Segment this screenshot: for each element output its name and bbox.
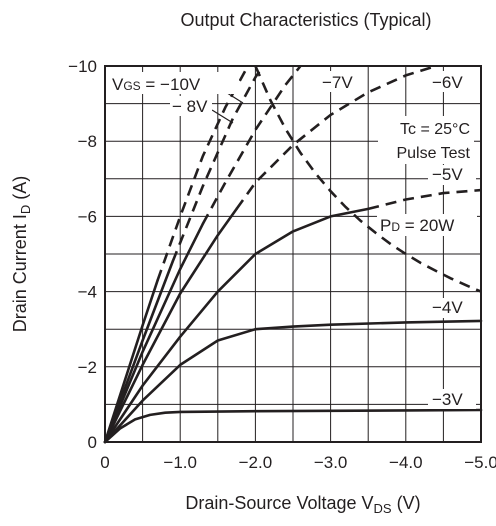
pd-value: = 20W bbox=[400, 216, 454, 235]
label-7v: −7V bbox=[320, 71, 360, 92]
pd-prefix: P bbox=[380, 216, 391, 235]
x-axis-label: Drain-Source Voltage VDS (V) bbox=[185, 493, 420, 516]
label-4v: −4V bbox=[428, 298, 476, 318]
curve-solid bbox=[103, 408, 483, 444]
curves bbox=[103, 64, 483, 444]
y-tick-label: −4 bbox=[78, 283, 97, 302]
label-3v-text: −3V bbox=[432, 390, 463, 409]
vgs-subscript: GS bbox=[123, 79, 140, 93]
curve-dashed bbox=[367, 188, 482, 211]
label-3v: −3V bbox=[428, 389, 476, 409]
vgs-value: = −10V bbox=[141, 75, 201, 94]
y-axis-label-unit: (A) bbox=[10, 176, 30, 205]
label-8v: − 8V bbox=[170, 96, 212, 116]
label-tc: Tc = 25°C bbox=[400, 121, 470, 138]
label-5v: −5V bbox=[428, 165, 476, 185]
y-tick-labels: 0 −2 −4 −6 −8 −10 bbox=[68, 57, 97, 452]
label-6v: −6V bbox=[430, 71, 476, 92]
x-tick-label: −4.0 bbox=[389, 453, 423, 472]
x-axis-label-unit: (V) bbox=[392, 493, 421, 513]
curve-solid bbox=[103, 207, 238, 444]
y-tick-label: −2 bbox=[78, 358, 97, 377]
y-tick-label: −8 bbox=[78, 132, 97, 151]
curve-solid bbox=[103, 207, 370, 444]
x-tick-label: 0 bbox=[100, 453, 109, 472]
label-6v-text: −6V bbox=[432, 73, 463, 92]
pd-subscript: D bbox=[391, 220, 400, 234]
x-tick-label: −5.0 bbox=[464, 453, 496, 472]
curve-solid bbox=[103, 279, 159, 444]
curve-solid bbox=[103, 222, 205, 444]
vgs-prefix: V bbox=[112, 75, 124, 94]
svg-text:VGS = −10V: VGS = −10V bbox=[112, 75, 201, 94]
grid bbox=[105, 66, 481, 442]
label-vgs-10v: VGS = −10V bbox=[109, 72, 239, 94]
x-tick-label: −3.0 bbox=[314, 453, 348, 472]
y-axis-label-main: Drain Current I bbox=[10, 214, 30, 332]
label-8v-text: − 8V bbox=[172, 97, 208, 116]
y-axis-label-sub: D bbox=[18, 205, 33, 214]
vgs-8-leader bbox=[211, 109, 234, 124]
curve-solid bbox=[103, 260, 174, 444]
x-axis-label-main: Drain-Source Voltage V bbox=[185, 493, 373, 513]
y-tick-label: −10 bbox=[68, 57, 97, 76]
chart-title: Output Characteristics (Typical) bbox=[180, 10, 431, 30]
label-pulse-test: Pulse Test bbox=[396, 145, 470, 162]
label-5v-text: −5V bbox=[432, 165, 463, 184]
label-7v-text: −7V bbox=[322, 73, 353, 92]
label-4v-text: −4V bbox=[432, 298, 463, 317]
y-tick-label: 0 bbox=[88, 433, 97, 452]
y-axis-label: Drain Current ID (A) bbox=[10, 176, 33, 332]
x-tick-label: −2.0 bbox=[239, 453, 273, 472]
label-conditions: Tc = 25°C Pulse Test bbox=[378, 116, 474, 164]
plot-frame bbox=[104, 65, 482, 443]
label-pd: PD = 20W bbox=[377, 214, 477, 236]
curve-dashed bbox=[201, 65, 302, 225]
curve-solid bbox=[103, 319, 483, 444]
x-tick-labels: 0 −1.0 −2.0 −3.0 −4.0 −5.0 bbox=[100, 453, 496, 472]
svg-text:PD = 20W: PD = 20W bbox=[380, 216, 454, 235]
curve-dashed bbox=[254, 65, 482, 293]
y-tick-label: −6 bbox=[78, 207, 97, 226]
x-tick-label: −1.0 bbox=[163, 453, 197, 472]
x-axis-label-sub: DS bbox=[374, 501, 392, 516]
curve-dashed bbox=[235, 64, 437, 210]
